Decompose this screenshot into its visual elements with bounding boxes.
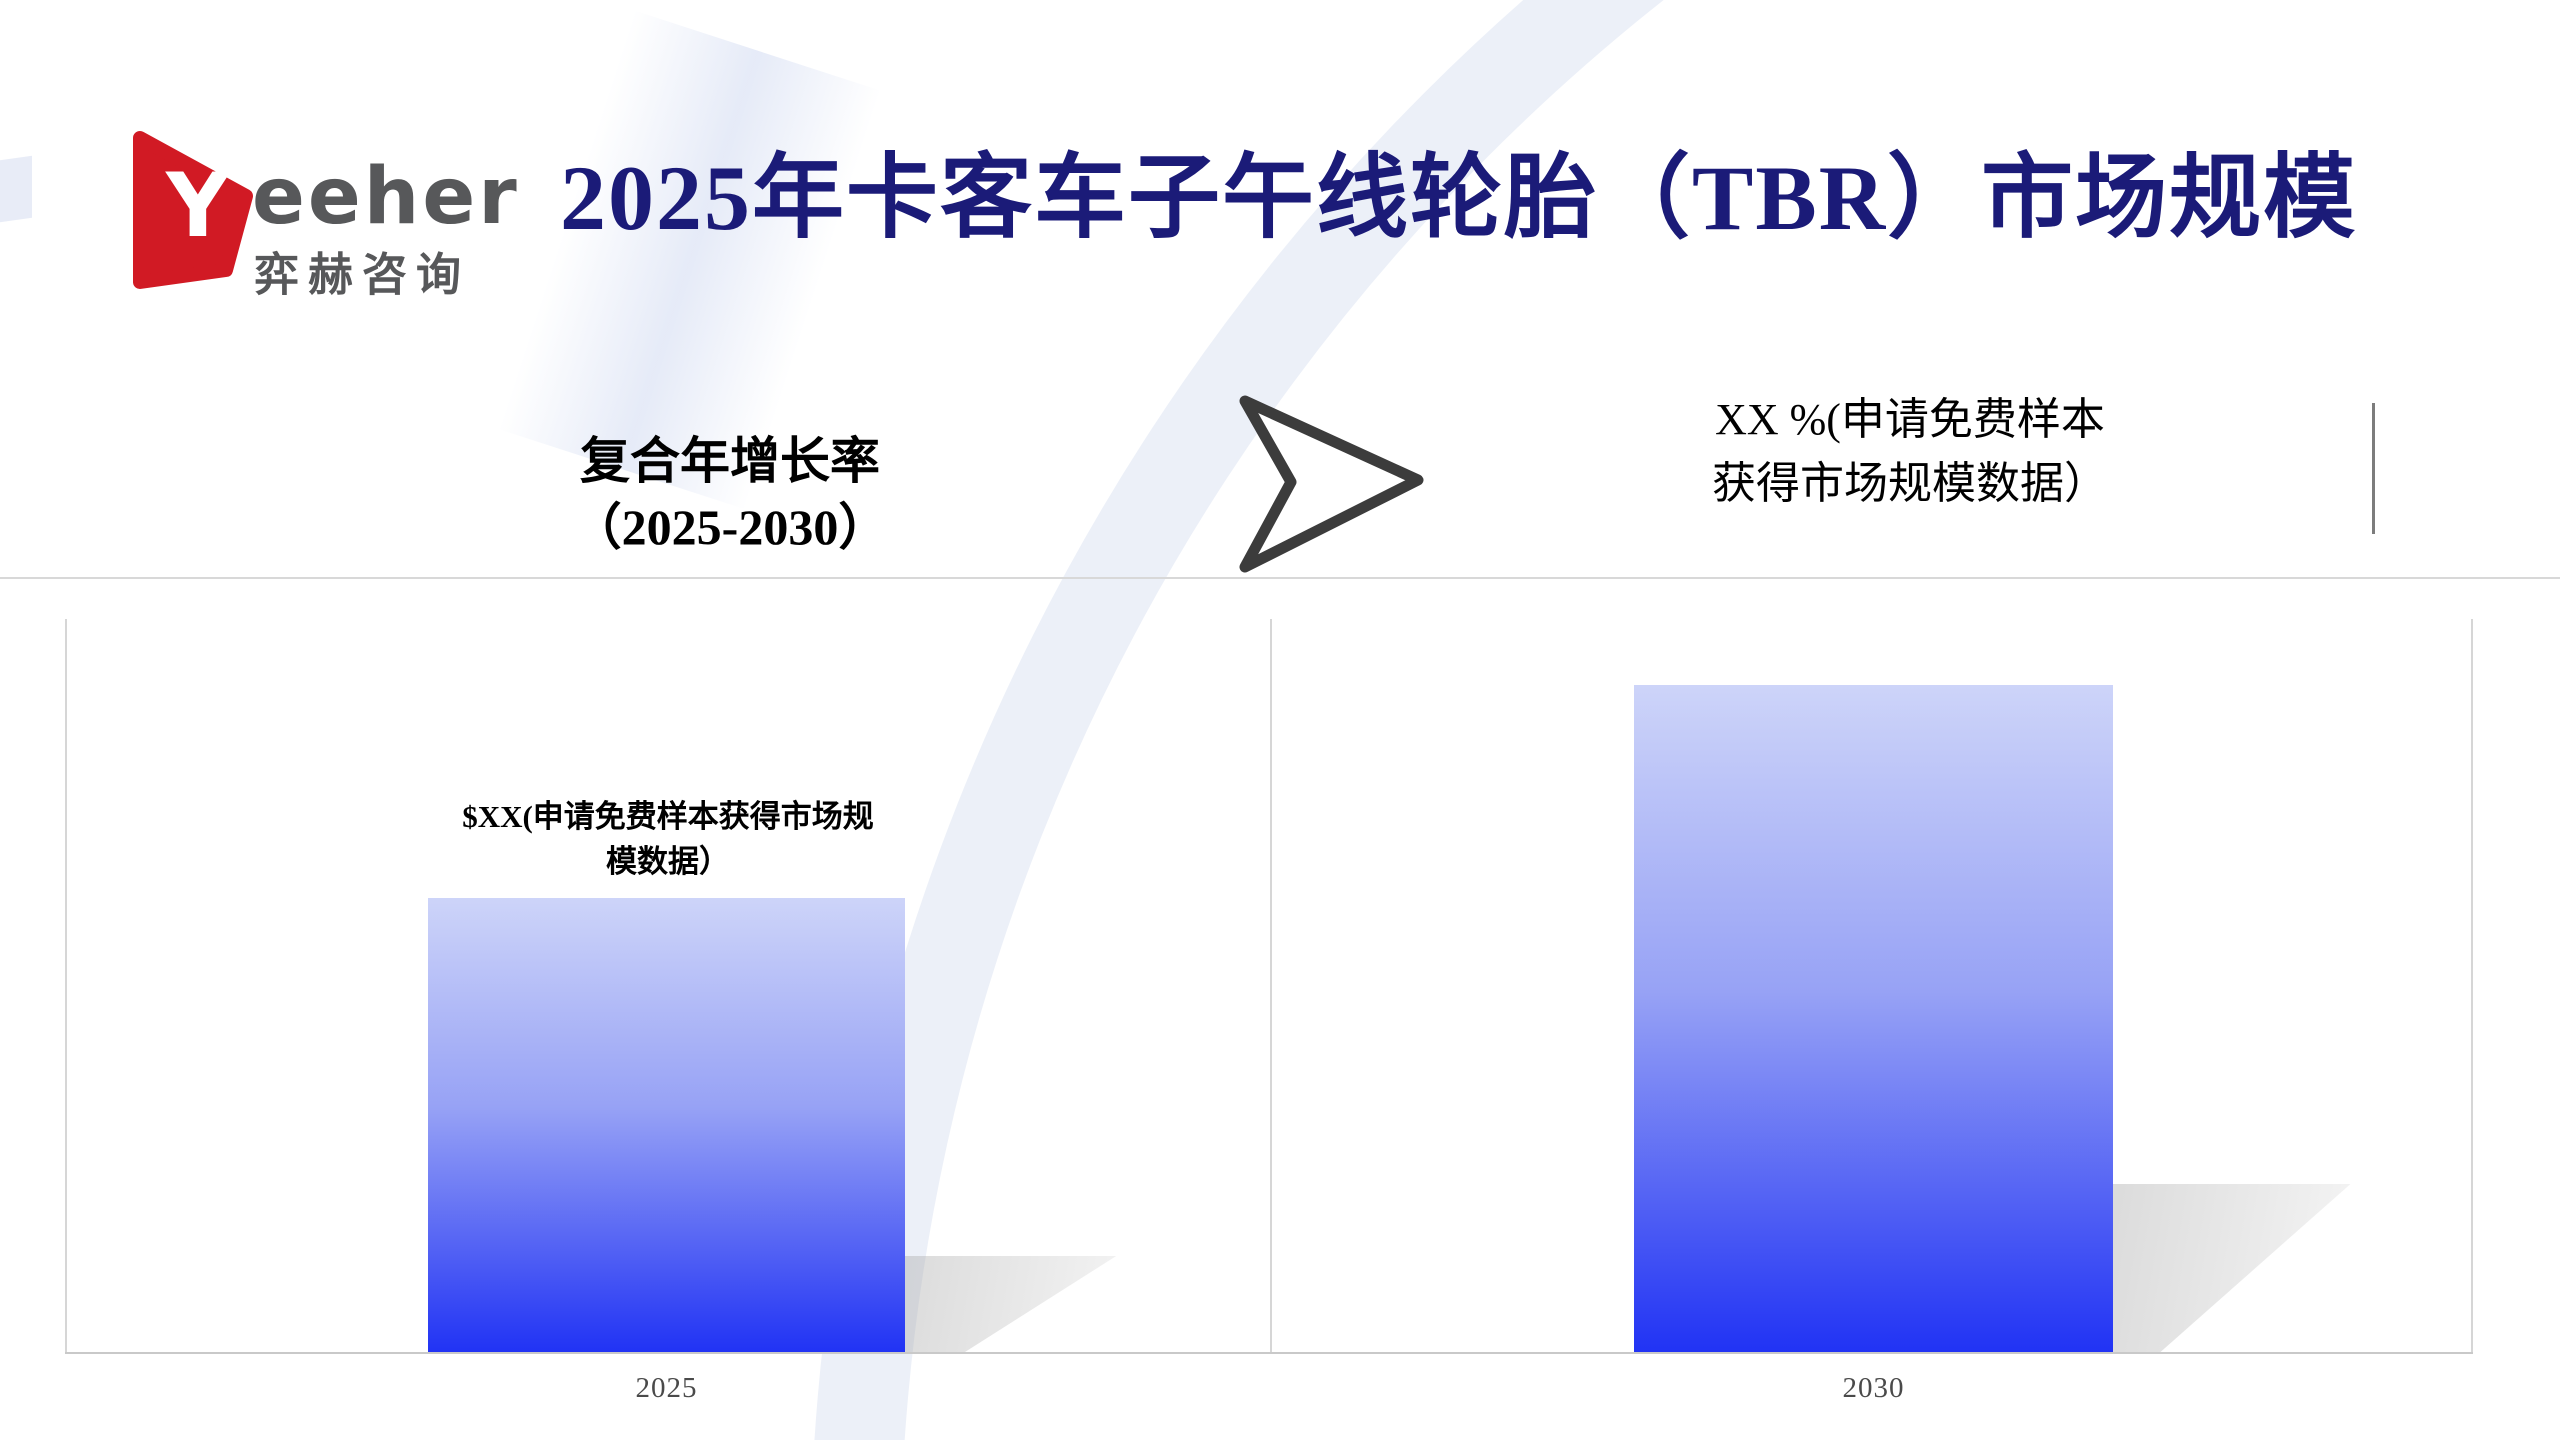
bar-2030 — [1634, 685, 2113, 1352]
logo-flag-icon — [133, 131, 253, 289]
page-title: 2025年卡客车子午线轮胎（TBR）市场规模 — [560, 147, 2358, 249]
bar-value-label-2025: $XX(申请免费样本获得市场规 模数据） — [462, 799, 874, 879]
x-axis-line — [65, 1352, 2473, 1354]
right-arrow-icon — [1239, 395, 1424, 573]
company-logo: Y eeher 弈赫咨询 — [130, 112, 610, 322]
x-tick-2030: 2030 — [1842, 1372, 1905, 1404]
x-tick-2025: 2025 — [635, 1372, 698, 1404]
logo-wordmark: eeher — [252, 152, 520, 242]
background-edge-patch — [0, 155, 32, 223]
section-divider — [0, 577, 2560, 579]
growth-value-label: XX %(申请免费样本 获得市场规模数据） — [1712, 395, 2108, 508]
logo-mark: Y — [130, 122, 256, 292]
bar-2025 — [428, 898, 905, 1352]
vertical-divider — [2372, 403, 2375, 534]
bar-shadow-2025 — [905, 1256, 1117, 1352]
chart-frame-left — [65, 619, 67, 1352]
bar-chart: $XX(申请免费样本获得市场规 模数据） 2025 2030 — [0, 577, 2560, 1440]
bar-shadow-2030 — [2113, 1184, 2351, 1352]
logo-initial: Y — [166, 154, 230, 257]
chart-panel-divider — [1270, 619, 1272, 1352]
cagr-label: 复合年增长率 （2025-2030） — [571, 433, 889, 555]
logo-company-name-cn: 弈赫咨询 — [254, 248, 471, 301]
chart-frame-right — [2471, 619, 2473, 1352]
